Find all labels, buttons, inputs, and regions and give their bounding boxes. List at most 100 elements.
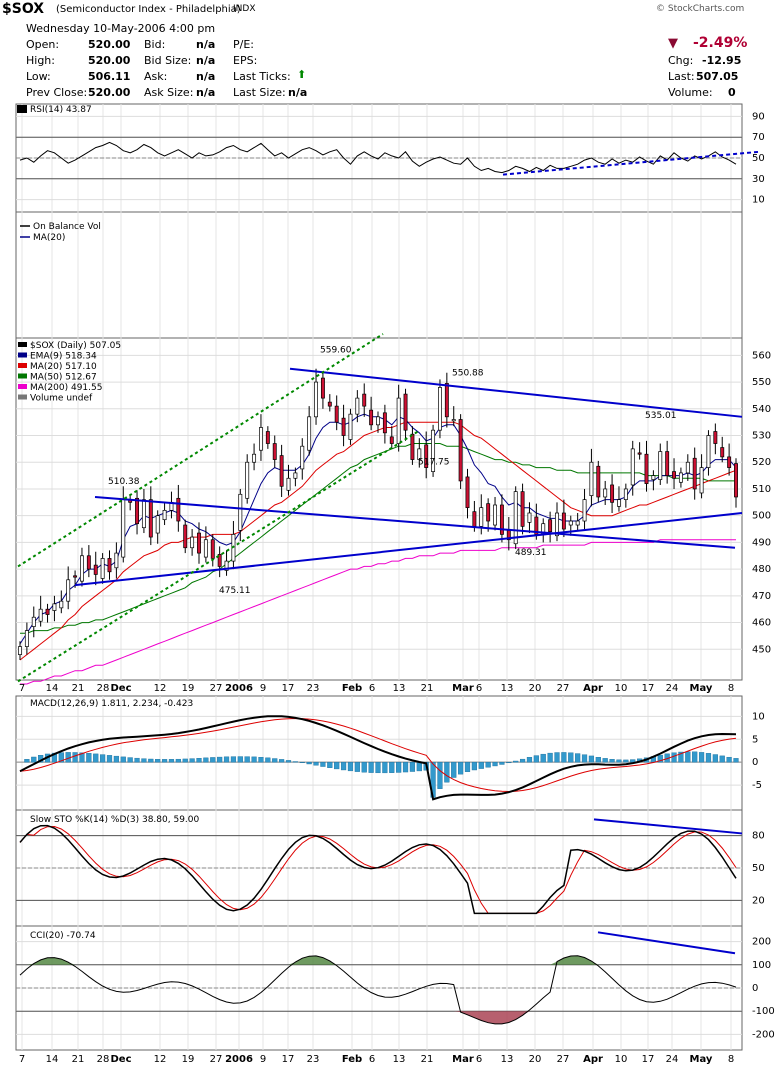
candle-body xyxy=(155,515,160,534)
candle-body xyxy=(355,397,360,415)
x-tick-label: 6 xyxy=(369,683,375,694)
legend-swatch xyxy=(18,363,27,368)
panel-frames xyxy=(15,103,743,1051)
candle-body xyxy=(451,419,456,422)
grid-lines xyxy=(21,104,732,1050)
x-tick-label: 21 xyxy=(421,683,434,694)
candle-body xyxy=(727,456,732,468)
y-tick-label: 470 xyxy=(752,591,771,602)
ticker-symbol: $SOX xyxy=(2,1,45,17)
macd-histogram-bar xyxy=(285,760,292,763)
candle-body xyxy=(575,520,580,526)
x-tick-label: 2006 xyxy=(225,683,253,694)
cci-line xyxy=(19,955,737,1025)
candle-body xyxy=(665,451,670,476)
y-tick-label: 5 xyxy=(752,734,758,745)
macd-histogram-bar xyxy=(258,757,264,763)
candle-body xyxy=(527,512,532,523)
candle-body xyxy=(603,488,608,498)
price-legend-item: MA(200) 491.55 xyxy=(30,383,102,393)
candle-body xyxy=(520,491,525,527)
x-tick-label: Apr xyxy=(583,683,603,694)
candle-body xyxy=(472,511,477,527)
candle-body xyxy=(217,554,222,567)
macd-line xyxy=(19,715,737,801)
candle-body xyxy=(720,447,725,458)
macd-histogram-bar xyxy=(554,752,560,763)
candle-body xyxy=(692,457,697,490)
x-tick-label: May xyxy=(690,683,713,694)
macd-histogram-bar xyxy=(382,761,388,774)
last-ticks-label: Last Ticks: xyxy=(233,70,291,83)
x-tick-label-bottom: 13 xyxy=(393,1054,406,1065)
candle-body xyxy=(637,452,642,455)
candle-body xyxy=(197,532,201,554)
candle-body xyxy=(52,603,57,611)
macd-histogram-bar xyxy=(719,755,725,763)
price-annotation: 535.01 xyxy=(645,411,677,421)
legend-swatch xyxy=(18,342,27,347)
macd-histogram-bar xyxy=(155,759,161,763)
macd-histogram-bar xyxy=(148,758,154,763)
macd-histogram-bar xyxy=(533,755,539,763)
macd-histogram-bar xyxy=(526,757,533,763)
down-arrow-icon: ▼ xyxy=(668,36,678,51)
x-tick-label: 12 xyxy=(154,683,167,694)
x-tick-label: 9 xyxy=(260,683,266,694)
macd-histogram-bar xyxy=(196,758,202,763)
y-tick-label: 490 xyxy=(752,537,771,548)
candle-body xyxy=(431,429,436,472)
macd-histogram-bar xyxy=(320,761,326,767)
macd-panel: -5 0 5 10 MACD(12,26,9) 1.811, 2.234, -0.423 xyxy=(16,699,765,801)
price-annotation: 489.31 xyxy=(515,548,547,558)
candle-body xyxy=(80,555,84,582)
price-frame xyxy=(15,337,743,681)
rsi-panel: 10 30 50 70 90 RSI(14) 43.87 xyxy=(16,105,765,206)
macd-histogram-bar xyxy=(657,754,663,763)
x-tick-label: 10 xyxy=(615,683,628,694)
macd-histogram-bar xyxy=(726,756,732,763)
macd-histogram-bar xyxy=(389,761,395,773)
macd-histogram-bar xyxy=(79,752,85,763)
candle-body xyxy=(678,472,683,483)
y-tick-label: 80 xyxy=(752,831,765,842)
macd-histogram-bar xyxy=(141,758,147,763)
candle-body xyxy=(272,443,277,460)
cci-positive-fill xyxy=(20,955,736,965)
x-tick-label-bottom: Feb xyxy=(342,1054,362,1065)
macd-histogram-bar xyxy=(396,761,402,773)
candle-body xyxy=(59,600,64,609)
ask-size-value: n/a xyxy=(196,86,216,99)
x-tick-label-bottom: 9 xyxy=(260,1054,266,1065)
x-tick-label-bottom: 6 xyxy=(369,1054,375,1065)
macd-histogram-bar xyxy=(120,756,126,763)
candle-body xyxy=(458,419,463,482)
price-panel: 450 460 470 480 490 500 510 520 530 540 550 560 510.… xyxy=(16,333,771,685)
macd-histogram-bar xyxy=(623,759,629,763)
macd-histogram-bar xyxy=(237,756,243,763)
price-legend-item: EMA(9) 518.34 xyxy=(30,352,97,362)
legend-swatch xyxy=(18,352,27,358)
candle-body xyxy=(320,377,325,399)
candle-body xyxy=(548,519,553,533)
y-tick-label: 520 xyxy=(752,457,771,468)
last-size-value: n/a xyxy=(288,86,308,99)
x-tick-label-bottom: Dec xyxy=(110,1054,131,1065)
low-value: 506.11 xyxy=(88,70,131,83)
x-tick-label: 28 xyxy=(97,683,110,694)
macd-histogram-bar xyxy=(189,758,195,763)
y-tick-label: 50 xyxy=(752,153,765,164)
macd-histogram-bar xyxy=(409,761,416,772)
macd-histogram-bar xyxy=(547,752,553,763)
candle-body xyxy=(31,616,36,627)
x-tick-label: 8 xyxy=(728,683,734,694)
legend-swatch xyxy=(18,373,27,379)
candle-body xyxy=(568,520,573,526)
candle-body xyxy=(245,461,250,499)
volume-value: 0 xyxy=(728,86,736,99)
macd-histogram-bar xyxy=(705,753,712,763)
x-tick-label: 21 xyxy=(72,683,85,694)
macd-histogram-bar xyxy=(458,761,464,775)
change-value: -12.95 xyxy=(702,54,742,67)
